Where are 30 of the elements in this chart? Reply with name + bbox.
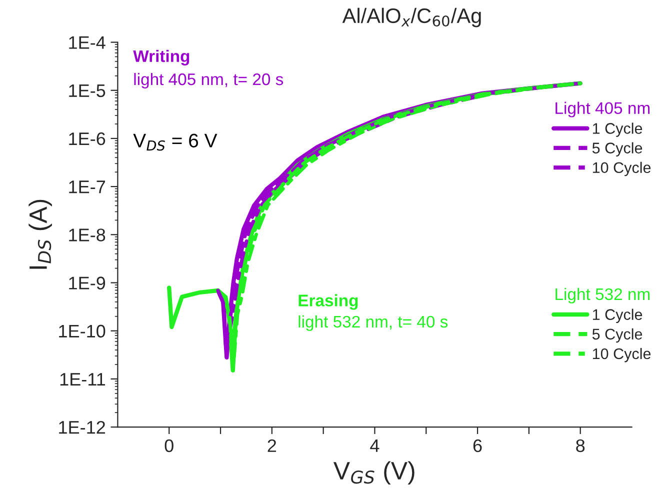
text: Light 532 nm [556, 288, 650, 304]
annotation: V$_{DS}$ = 6 V [133, 134, 218, 151]
legend-label: 10 Cycle [592, 348, 651, 362]
legend-label: 10 Cycle [592, 162, 651, 176]
annotation: light 532 nm, t= 40 s [298, 315, 448, 331]
legend-label: 5 Cycle [592, 328, 642, 343]
y-tick-label: 1E-12 [59, 420, 105, 434]
legend-label: 1 Cycle [592, 308, 642, 324]
y-tick-label: 1E-11 [60, 373, 106, 386]
annotation: light 405 nm, t= 20 s [134, 72, 284, 88]
y-tick-label: 1E-10 [59, 324, 106, 338]
y-tick-label: 1E-4 [69, 36, 106, 49]
x-tick-label: 2 [268, 439, 276, 452]
y-axis-title: I$_{DS}$ (A) [28, 200, 52, 269]
legend-label: 5 Cycle [592, 142, 642, 156]
y-tick-label: 1E-8 [69, 228, 106, 242]
y-tick-label: 1E-7 [69, 180, 105, 194]
x-axis-title: V$_{GS}$ (V) [333, 461, 414, 485]
legend-label: 1 Cycle [592, 122, 642, 137]
x-tick-label: 0 [164, 439, 174, 452]
annotation: Erasing [298, 294, 358, 310]
chart-title: Al/AlO$_{x}$/C$_{60}$/Ag [342, 8, 481, 28]
annotation: Writing [133, 50, 190, 66]
y-tick-label: 1E-6 [69, 132, 106, 146]
x-tick-label: 8 [576, 439, 585, 452]
x-tick-label: 6 [473, 439, 482, 452]
text: Light 405 nm [556, 102, 650, 118]
x-tick-label: 4 [370, 440, 380, 452]
y-tick-label: 1E-5 [69, 84, 106, 98]
y-tick-label: 1E-9 [69, 276, 106, 290]
